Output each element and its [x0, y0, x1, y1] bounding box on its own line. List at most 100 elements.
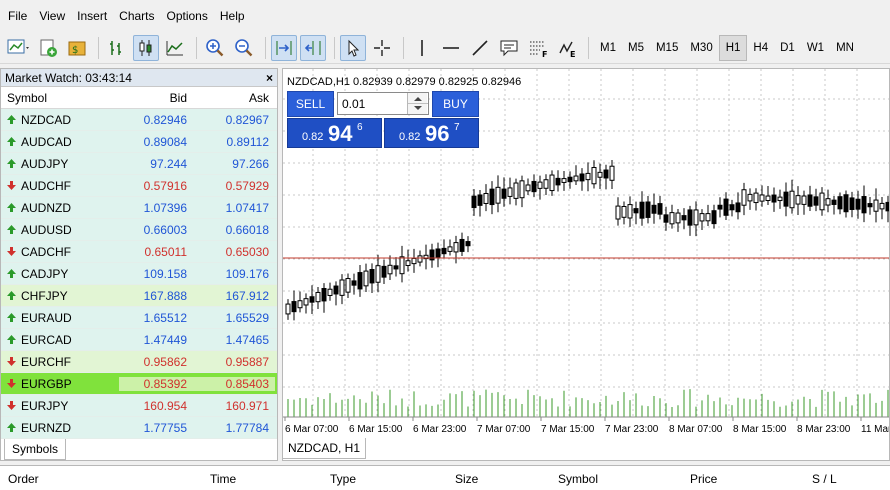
tab-symbols[interactable]: Symbols	[4, 439, 66, 460]
market-watch-row[interactable]: AUDCHF 0.57916 0.57929	[1, 175, 277, 197]
bid-price: 0.85392	[119, 376, 191, 391]
market-watch-row[interactable]: EURNZD 1.77755 1.77784	[1, 417, 277, 439]
trading-icon[interactable]: $	[64, 35, 90, 61]
lot-size-input[interactable]	[337, 92, 429, 115]
candlestick-chart[interactable]: NZDCAD,H1 0.82939 0.82979 0.82925 0.8294…	[283, 69, 889, 437]
market-watch-row[interactable]: EURAUD 1.65512 1.65529	[1, 307, 277, 329]
timeframe-w1[interactable]: W1	[806, 41, 825, 54]
market-watch-row[interactable]: EURGBP 0.85392 0.85403	[1, 373, 277, 395]
candle-body	[885, 201, 889, 212]
market-watch-row[interactable]: CADCHF 0.65011 0.65030	[1, 241, 277, 263]
trendline-icon[interactable]	[467, 35, 493, 61]
menu-insert[interactable]: Insert	[77, 9, 108, 23]
candle-body	[525, 184, 531, 192]
terminal-column-size[interactable]: Size	[455, 472, 479, 486]
lot-spinner[interactable]	[407, 93, 428, 114]
ask-price: 0.82967	[225, 112, 269, 127]
candle-body	[627, 204, 633, 219]
column-header-bid[interactable]: Bid	[169, 90, 187, 105]
timeframe-h4[interactable]: H4	[753, 41, 769, 54]
timeframe-m15[interactable]: M15	[655, 41, 679, 54]
market-watch-row[interactable]: EURCAD 1.47449 1.47465	[1, 329, 277, 351]
terminal-column-price[interactable]: Price	[690, 472, 718, 486]
timeframe-m5[interactable]: M5	[627, 41, 644, 54]
candle-body	[357, 272, 363, 290]
symbol-cell: EURJPY	[1, 399, 119, 413]
terminal-column-time[interactable]: Time	[210, 472, 237, 486]
menu-view[interactable]: View	[39, 9, 66, 23]
fibonacci-icon[interactable]: F	[525, 35, 551, 61]
buy-button[interactable]: BUY	[432, 91, 479, 117]
market-watch-row[interactable]: AUDCAD 0.89084 0.89112	[1, 131, 277, 153]
candle-body	[387, 264, 393, 275]
candle-body	[597, 171, 603, 178]
close-icon[interactable]: ×	[265, 70, 273, 85]
cursor-icon[interactable]	[340, 34, 366, 61]
candle-body	[501, 188, 507, 199]
ask-price: 109.176	[225, 266, 269, 281]
terminal-column-type[interactable]: Type	[330, 472, 357, 486]
zoom-out-icon[interactable]	[231, 35, 257, 61]
candle-body	[423, 254, 429, 260]
chart-window[interactable]: NZDCAD,H1 0.82939 0.82979 0.82925 0.8294…	[282, 68, 890, 461]
vertical-line-icon[interactable]	[409, 35, 435, 61]
arrow-down-icon	[7, 181, 16, 190]
symbol-name: EURAUD	[21, 310, 72, 325]
candle-body	[837, 196, 843, 210]
market-watch-row[interactable]: NZDCAD 0.82946 0.82967	[1, 109, 277, 131]
menu-charts[interactable]: Charts	[119, 9, 155, 23]
market-watch-row[interactable]: AUDNZD 1.07396 1.07417	[1, 197, 277, 219]
toolbar-separator	[334, 36, 335, 59]
bar-chart-icon[interactable]	[104, 35, 130, 61]
horizontal-line-icon[interactable]	[438, 35, 464, 61]
candle-body	[309, 296, 315, 303]
menu-options[interactable]: Options	[166, 9, 208, 23]
timeframe-mn[interactable]: MN	[836, 41, 854, 54]
market-watch-row[interactable]: AUDUSD 0.66003 0.66018	[1, 219, 277, 241]
toolbar: $ F E M1 M5 M15 M	[0, 32, 890, 64]
candle-body	[315, 291, 321, 303]
sell-button[interactable]: SELL	[287, 91, 334, 117]
indicator-icon[interactable]: E	[554, 35, 580, 61]
buy-price[interactable]: 0.82 96 7	[384, 118, 479, 148]
market-watch-row[interactable]: AUDJPY 97.244 97.266	[1, 153, 277, 175]
symbol-cell: CADJPY	[1, 267, 119, 281]
market-watch-row[interactable]: CADJPY 109.158 109.176	[1, 263, 277, 285]
one-click-trading-panel: SELL BUY 0.82 94 6 0.82 96 7	[287, 91, 479, 148]
candle-body	[747, 193, 753, 202]
timeframe-m30[interactable]: M30	[690, 41, 713, 54]
auto-scroll-icon[interactable]	[271, 34, 297, 61]
terminal-column-sl[interactable]: S / L	[812, 472, 837, 486]
terminal-column-symbol[interactable]: Symbol	[558, 472, 599, 486]
candle-body	[483, 192, 489, 204]
candle-body	[657, 203, 663, 215]
sell-price[interactable]: 0.82 94 6	[287, 118, 382, 148]
candle-body	[621, 206, 627, 218]
menu-help[interactable]: Help	[219, 9, 245, 23]
candle-body	[327, 288, 333, 296]
timeframe-h1[interactable]: H1	[718, 34, 748, 61]
market-watch-row[interactable]: CHFJPY 167.888 167.912	[1, 285, 277, 307]
menu-file[interactable]: File	[8, 9, 28, 23]
text-label-icon[interactable]	[496, 35, 522, 61]
candle-body	[735, 202, 741, 213]
timeframe-d1[interactable]: D1	[780, 41, 795, 54]
timeframe-m1[interactable]: M1	[600, 41, 616, 54]
time-label: 6 Mar 23:00	[413, 424, 467, 435]
market-watch-row[interactable]: EURJPY 160.954 160.971	[1, 395, 277, 417]
column-header-symbol[interactable]: Symbol	[7, 90, 48, 105]
column-header-ask[interactable]: Ask	[248, 90, 269, 105]
market-watch-row[interactable]: EURCHF 0.95862 0.95887	[1, 351, 277, 373]
candlestick-chart-icon[interactable]	[133, 34, 159, 61]
tab-chart-nzdcad[interactable]: NZDCAD, H1	[282, 438, 366, 459]
symbol-name: CADCHF	[21, 244, 71, 259]
candle-body	[429, 249, 435, 261]
zoom-in-icon[interactable]	[202, 35, 228, 61]
chart-shift-icon[interactable]	[300, 34, 326, 61]
new-order-icon[interactable]	[35, 35, 61, 61]
new-chart-icon[interactable]	[6, 35, 32, 61]
candle-body	[549, 174, 555, 192]
crosshair-icon[interactable]	[369, 35, 395, 61]
line-chart-icon[interactable]	[162, 35, 188, 61]
terminal-column-order[interactable]: Order	[8, 472, 39, 486]
